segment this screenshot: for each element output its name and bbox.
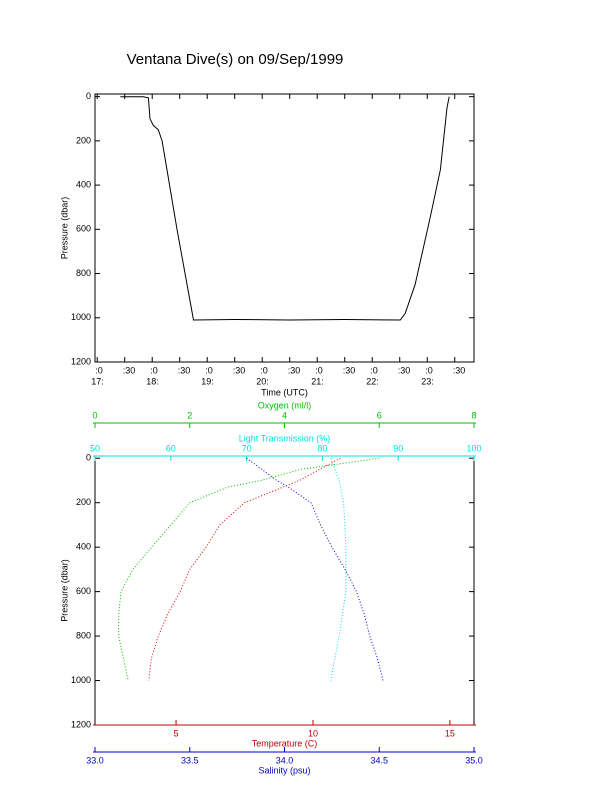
plot-frame (94, 93, 475, 363)
profile-line (148, 457, 341, 681)
x-tick-label: 18: (146, 376, 159, 386)
plot-frame (94, 455, 475, 726)
x-tick-label: 10 (308, 728, 318, 738)
x-tick-label: 20: (256, 376, 269, 386)
x-tick-label: :30 (398, 365, 411, 375)
y-tick-label: 1000 (71, 675, 91, 685)
x-tick-label: 0 (92, 410, 97, 420)
x-axis-label: Salinity (psu) (258, 765, 310, 775)
x-tick-label: :30 (123, 365, 136, 375)
x-tick-label: 23: (421, 376, 434, 386)
y-axis-label: Pressure (dbar) (59, 197, 69, 260)
x-axis-label: Oxygen (ml/l) (258, 400, 312, 410)
x-tick-label: :0 (315, 365, 323, 375)
x-tick-label: :30 (343, 365, 356, 375)
x-tick-label: :0 (205, 365, 213, 375)
x-tick-label: 4 (282, 410, 287, 420)
y-tick-label: 200 (76, 135, 91, 145)
x-tick-label: 22: (366, 376, 379, 386)
y-tick-label: 800 (76, 268, 91, 278)
x-tick-label: 19: (201, 376, 214, 386)
y-tick-label: 0 (86, 91, 91, 101)
profile-line (330, 458, 347, 681)
y-axis-label: Pressure (dbar) (59, 559, 69, 622)
x-tick-label: 34.0 (276, 755, 294, 765)
y-tick-label: 600 (76, 586, 91, 596)
y-tick-label: 200 (76, 497, 91, 507)
y-tick-label: 1000 (71, 312, 91, 322)
y-tick-label: 1200 (71, 356, 91, 366)
x-tick-label: 15 (445, 728, 455, 738)
y-tick-label: 400 (76, 542, 91, 552)
x-tick-label: :30 (233, 365, 246, 375)
x-tick-label: :30 (178, 365, 191, 375)
y-tick-label: 800 (76, 630, 91, 640)
x-axis-label: Temperature (C) (252, 738, 318, 748)
x-tick-label: :0 (425, 365, 433, 375)
chart-title: Ventana Dive(s) on 09/Sep/1999 (127, 51, 344, 68)
x-tick-label: 35.0 (465, 755, 483, 765)
x-tick-label: 50 (90, 443, 100, 453)
y-tick-label: 0 (86, 453, 91, 463)
x-axis-label: Light Transmission (%) (239, 433, 331, 443)
x-axis-label: Time (UTC) (261, 387, 308, 397)
x-tick-label: :0 (150, 365, 158, 375)
series-line (120, 96, 450, 321)
x-tick-label: 70 (242, 443, 252, 453)
y-tick-label: 600 (76, 224, 91, 234)
profile-line (118, 457, 380, 681)
x-tick-label: 34.5 (370, 755, 388, 765)
x-tick-label: 5 (174, 728, 179, 738)
x-tick-label: 2 (187, 410, 192, 420)
profile-line (246, 457, 384, 681)
x-tick-label: 33.5 (181, 755, 199, 765)
x-tick-label: 80 (317, 443, 327, 453)
x-tick-label: 6 (377, 410, 382, 420)
x-tick-label: :0 (95, 365, 103, 375)
x-tick-label: 100 (466, 443, 481, 453)
x-tick-label: :30 (288, 365, 301, 375)
x-tick-label: 8 (471, 410, 476, 420)
x-tick-label: :0 (260, 365, 268, 375)
x-tick-label: 90 (393, 443, 403, 453)
x-tick-label: :30 (453, 365, 466, 375)
x-tick-label: 33.0 (86, 755, 104, 765)
y-tick-label: 1200 (71, 719, 91, 729)
x-tick-label: 60 (166, 443, 176, 453)
x-tick-label: 21: (311, 376, 324, 386)
x-tick-label: :0 (370, 365, 378, 375)
y-tick-label: 400 (76, 179, 91, 189)
x-tick-label: 17: (91, 376, 104, 386)
